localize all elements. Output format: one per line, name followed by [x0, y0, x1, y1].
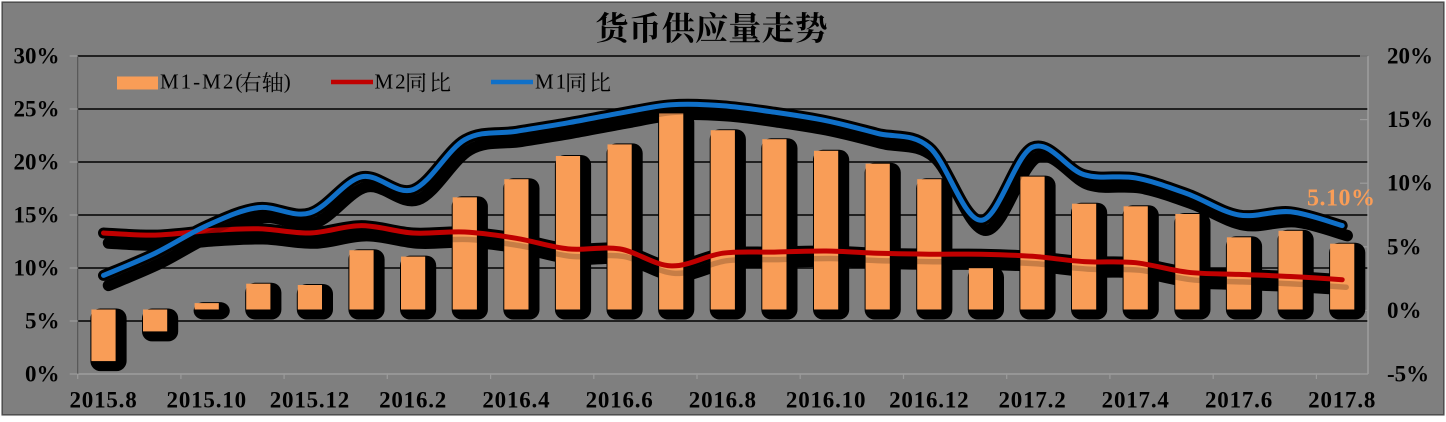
svg-text:2016.6: 2016.6	[586, 388, 654, 413]
svg-text:2015.8: 2015.8	[69, 388, 137, 413]
svg-text:15%: 15%	[1387, 107, 1433, 132]
svg-text:5%: 5%	[25, 309, 60, 334]
svg-text:30%: 30%	[14, 44, 60, 69]
svg-text:2015.12: 2015.12	[270, 388, 350, 413]
svg-text:): )	[284, 70, 291, 94]
svg-text:5%: 5%	[1387, 234, 1422, 259]
svg-text:2015.10: 2015.10	[167, 388, 247, 413]
svg-text:10%: 10%	[14, 256, 60, 281]
svg-text:5.10%: 5.10%	[1307, 186, 1376, 212]
svg-text:M1: M1	[535, 70, 568, 94]
svg-text:10%: 10%	[1387, 171, 1433, 196]
svg-text:0%: 0%	[1387, 298, 1422, 323]
svg-text:2016.10: 2016.10	[786, 388, 866, 413]
svg-text:M2: M2	[375, 70, 408, 94]
svg-text:0%: 0%	[25, 362, 60, 387]
svg-text:20%: 20%	[1387, 44, 1433, 69]
svg-text:2016.2: 2016.2	[379, 388, 447, 413]
svg-text:2016.12: 2016.12	[889, 388, 969, 413]
svg-text:2017.6: 2017.6	[1205, 388, 1273, 413]
svg-text:M1-M2(: M1-M2(	[160, 70, 244, 94]
svg-text:2017.2: 2017.2	[998, 388, 1066, 413]
svg-text:15%: 15%	[14, 203, 60, 228]
svg-text:2016.8: 2016.8	[689, 388, 757, 413]
svg-text:2016.4: 2016.4	[482, 388, 550, 413]
svg-text:2017.8: 2017.8	[1308, 388, 1376, 413]
svg-text:20%: 20%	[14, 150, 60, 175]
svg-text:-5%: -5%	[1387, 362, 1429, 387]
svg-text:25%: 25%	[14, 97, 60, 122]
svg-text:2017.4: 2017.4	[1102, 388, 1170, 413]
